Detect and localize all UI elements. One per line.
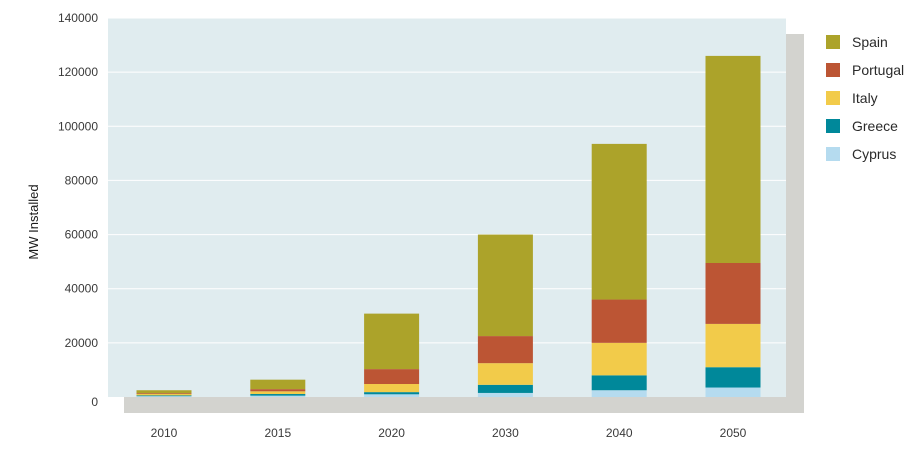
y-tick-label: 100000 <box>58 119 98 133</box>
bar-cyprus-2030 <box>477 392 533 397</box>
legend-label-italy: Italy <box>852 90 878 106</box>
bar-italy-2050 <box>705 323 761 368</box>
x-tick-label: 2050 <box>720 426 747 440</box>
bar-italy-2010 <box>136 394 192 396</box>
y-tick-label: 0 <box>91 395 98 409</box>
legend-swatch-spain <box>826 35 840 49</box>
bar-portugal-2010 <box>136 393 192 395</box>
bar-spain-2050 <box>705 55 761 263</box>
x-tick-label: 2010 <box>151 426 178 440</box>
shadow-right <box>786 34 804 413</box>
y-axis-ticks: 0 20000 40000 60000 80000 100000 120000 140000 <box>58 11 98 409</box>
bar-greece-2050 <box>705 367 761 388</box>
x-axis-ticks: 2010 2015 2020 2030 2040 2050 <box>151 426 747 440</box>
y-tick-label: 80000 <box>65 173 99 187</box>
y-tick-label: 40000 <box>65 282 99 296</box>
legend: Spain Portugal Italy Greece Cyprus <box>826 34 904 162</box>
bar-cyprus-2050 <box>705 387 761 397</box>
bar-spain-2020 <box>364 313 420 370</box>
bar-greece-2015 <box>250 394 306 396</box>
bar-portugal-2020 <box>364 369 420 385</box>
legend-label-spain: Spain <box>852 34 888 50</box>
bar-cyprus-2020 <box>364 394 420 397</box>
x-tick-label: 2015 <box>264 426 291 440</box>
bar-cyprus-2040 <box>591 390 647 397</box>
bar-spain-2040 <box>591 143 647 300</box>
bar-spain-2010 <box>136 390 192 394</box>
legend-swatch-italy <box>826 91 840 105</box>
gridlines <box>108 17 786 344</box>
y-tick-label: 60000 <box>65 228 99 242</box>
shadow-bottom <box>124 397 804 413</box>
bars <box>136 55 761 397</box>
bar-spain-2030 <box>477 234 533 337</box>
legend-swatch-portugal <box>826 63 840 77</box>
bar-greece-2010 <box>136 395 192 397</box>
legend-swatch-greece <box>826 119 840 133</box>
bar-greece-2040 <box>591 375 647 391</box>
bar-portugal-2050 <box>705 262 761 324</box>
bar-portugal-2015 <box>250 389 306 392</box>
legend-swatch-cyprus <box>826 147 840 161</box>
x-tick-label: 2020 <box>378 426 405 440</box>
legend-label-cyprus: Cyprus <box>852 146 896 162</box>
y-axis-label: MW Installed <box>26 184 41 259</box>
bar-italy-2020 <box>364 384 420 393</box>
bar-spain-2015 <box>250 379 306 390</box>
bar-portugal-2040 <box>591 299 647 343</box>
plot-area <box>108 18 786 397</box>
y-tick-label: 20000 <box>65 336 99 350</box>
bar-italy-2040 <box>591 342 647 376</box>
y-tick-label: 120000 <box>58 65 98 79</box>
legend-label-greece: Greece <box>852 118 898 134</box>
legend-label-portugal: Portugal <box>852 62 904 78</box>
bar-cyprus-2010 <box>136 396 192 397</box>
bar-portugal-2030 <box>477 336 533 364</box>
bar-cyprus-2015 <box>250 395 306 397</box>
bar-greece-2020 <box>364 392 420 395</box>
bar-italy-2030 <box>477 363 533 385</box>
y-tick-label: 140000 <box>58 11 98 25</box>
bar-greece-2030 <box>477 384 533 393</box>
x-tick-label: 2030 <box>492 426 519 440</box>
chart-shadow <box>124 34 804 413</box>
x-tick-label: 2040 <box>606 426 633 440</box>
bar-italy-2015 <box>250 391 306 395</box>
